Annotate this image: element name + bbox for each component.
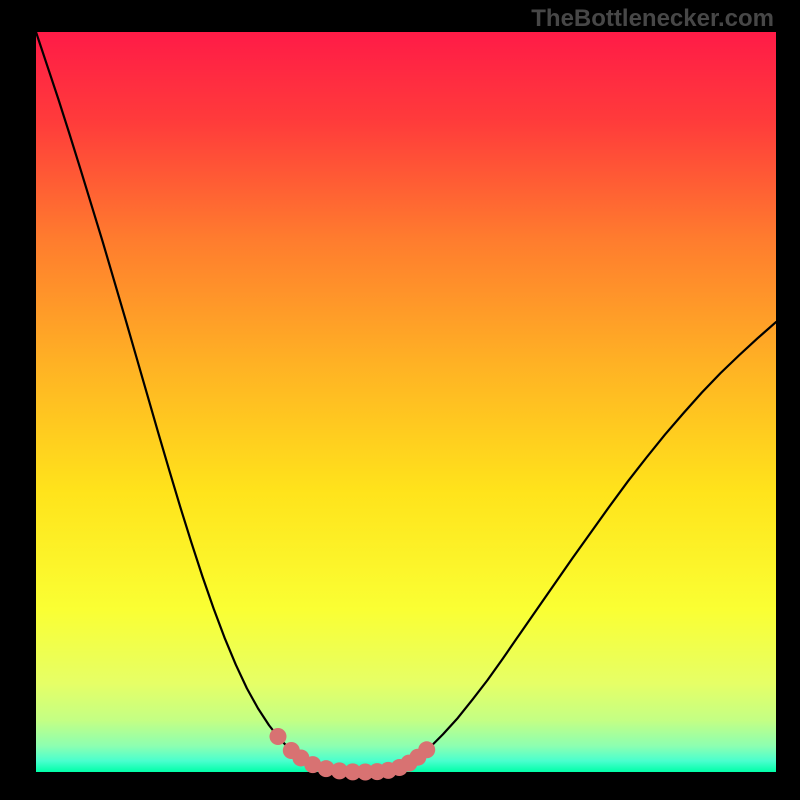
fit-marker (418, 741, 435, 758)
plot-background (36, 32, 776, 772)
fit-marker (269, 728, 286, 745)
stage: TheBottlenecker.com (0, 0, 800, 800)
watermark-text: TheBottlenecker.com (531, 5, 774, 33)
chart-svg (0, 0, 800, 800)
